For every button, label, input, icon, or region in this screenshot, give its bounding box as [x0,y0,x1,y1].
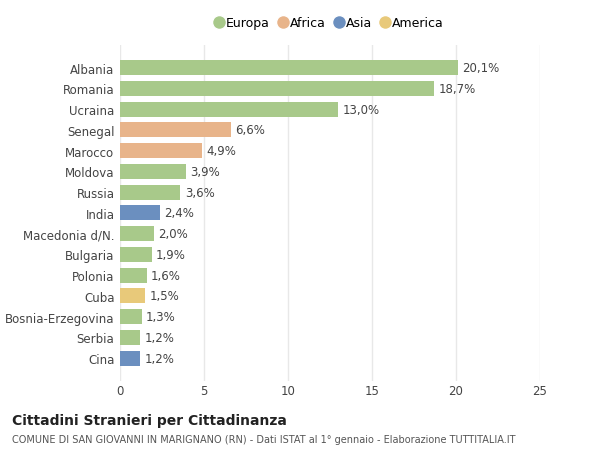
Text: 13,0%: 13,0% [343,103,380,117]
Text: 20,1%: 20,1% [462,62,499,75]
Text: 1,2%: 1,2% [145,331,174,344]
Bar [120,61,458,76]
Bar [120,289,145,304]
Text: COMUNE DI SAN GIOVANNI IN MARIGNANO (RN) - Dati ISTAT al 1° gennaio - Elaborazio: COMUNE DI SAN GIOVANNI IN MARIGNANO (RN)… [12,434,515,444]
Bar [120,123,231,138]
Bar [120,351,140,366]
Bar [120,330,140,345]
Bar [120,185,181,200]
Text: 1,5%: 1,5% [149,290,179,302]
Bar [120,206,160,221]
Text: 1,9%: 1,9% [156,248,186,261]
Bar [120,102,338,118]
Text: Cittadini Stranieri per Cittadinanza: Cittadini Stranieri per Cittadinanza [12,413,287,427]
Text: 6,6%: 6,6% [235,124,265,137]
Text: 2,0%: 2,0% [158,228,188,241]
Bar [120,165,185,179]
Bar [120,144,202,159]
Text: 1,6%: 1,6% [151,269,181,282]
Bar [120,82,434,97]
Bar [120,268,147,283]
Text: 4,9%: 4,9% [206,145,236,158]
Text: 18,7%: 18,7% [439,83,476,96]
Bar [120,227,154,241]
Text: 2,4%: 2,4% [164,207,194,220]
Legend: Europa, Africa, Asia, America: Europa, Africa, Asia, America [211,12,449,35]
Bar [120,247,152,262]
Text: 1,3%: 1,3% [146,310,176,324]
Text: 3,6%: 3,6% [185,186,214,199]
Text: 1,2%: 1,2% [145,352,174,365]
Bar [120,309,142,325]
Text: 3,9%: 3,9% [190,166,220,179]
